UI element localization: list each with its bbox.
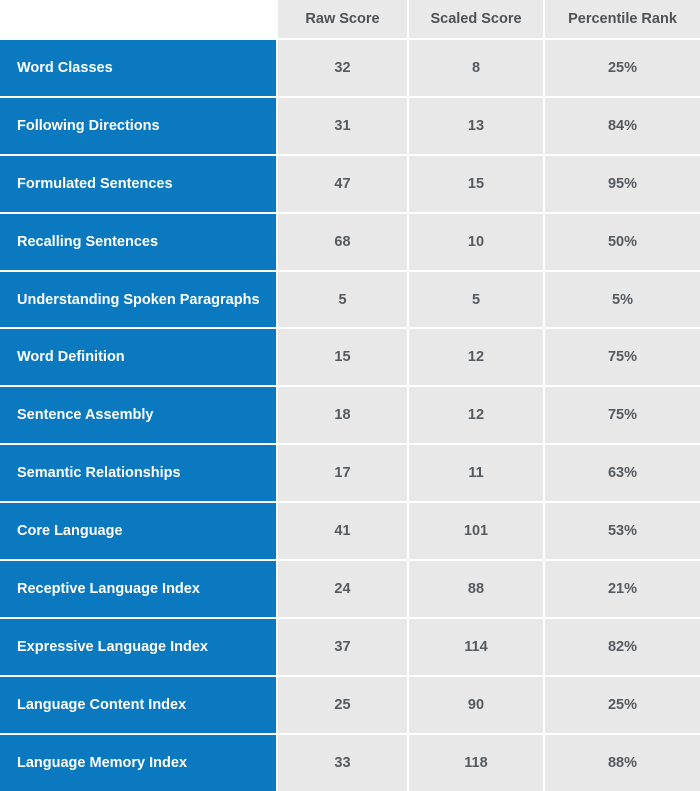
table-row: Word Definition 15 12 75%	[0, 327, 700, 386]
table-row: Semantic Relationships 17 11 63%	[0, 443, 700, 502]
row-label: Core Language	[0, 501, 276, 560]
table-row: Recalling Sentences 68 10 50%	[0, 211, 700, 270]
row-label: Language Content Index	[0, 674, 276, 733]
header-raw-score: Raw Score	[276, 0, 407, 38]
header-percentile-rank: Percentile Rank	[543, 0, 700, 38]
percentile-rank-cell: 75%	[543, 327, 700, 386]
row-label: Recalling Sentences	[0, 211, 276, 270]
raw-score-cell: 15	[276, 327, 407, 386]
raw-score-cell: 41	[276, 501, 407, 560]
raw-score-cell: 31	[276, 95, 407, 154]
scaled-score-cell: 15	[407, 153, 543, 212]
row-label: Receptive Language Index	[0, 559, 276, 617]
row-label: Understanding Spoken Paragraphs	[0, 269, 276, 328]
percentile-rank-cell: 84%	[543, 95, 700, 154]
raw-score-cell: 18	[276, 385, 407, 444]
percentile-rank-cell: 25%	[543, 674, 700, 733]
scaled-score-cell: 88	[407, 559, 543, 617]
table-row: Receptive Language Index 24 88 21%	[0, 559, 700, 617]
raw-score-cell: 37	[276, 616, 407, 675]
percentile-rank-cell: 50%	[543, 211, 700, 270]
row-label: Sentence Assembly	[0, 385, 276, 444]
header-empty-cell	[0, 0, 276, 38]
scaled-score-cell: 90	[407, 674, 543, 733]
scaled-score-cell: 8	[407, 38, 543, 96]
table-row: Language Content Index 25 90 25%	[0, 674, 700, 733]
table-row: Understanding Spoken Paragraphs 5 5 5%	[0, 269, 700, 328]
row-label: Expressive Language Index	[0, 616, 276, 675]
row-label: Following Directions	[0, 95, 276, 154]
percentile-rank-cell: 53%	[543, 501, 700, 560]
scaled-score-cell: 12	[407, 327, 543, 386]
scaled-score-cell: 118	[407, 732, 543, 791]
row-label: Semantic Relationships	[0, 443, 276, 502]
table-row: Word Classes 32 8 25%	[0, 38, 700, 96]
row-label: Word Definition	[0, 327, 276, 386]
table-row: Core Language 41 101 53%	[0, 501, 700, 560]
percentile-rank-cell: 95%	[543, 153, 700, 212]
scaled-score-cell: 101	[407, 501, 543, 560]
row-label: Word Classes	[0, 38, 276, 96]
scaled-score-cell: 10	[407, 211, 543, 270]
scaled-score-cell: 5	[407, 269, 543, 328]
percentile-rank-cell: 88%	[543, 732, 700, 791]
scaled-score-cell: 114	[407, 616, 543, 675]
scaled-score-cell: 11	[407, 443, 543, 502]
percentile-rank-cell: 5%	[543, 269, 700, 328]
percentile-rank-cell: 21%	[543, 559, 700, 617]
raw-score-cell: 25	[276, 674, 407, 733]
raw-score-cell: 47	[276, 153, 407, 212]
raw-score-cell: 33	[276, 732, 407, 791]
raw-score-cell: 5	[276, 269, 407, 328]
row-label: Language Memory Index	[0, 732, 276, 791]
raw-score-cell: 24	[276, 559, 407, 617]
table-row: Expressive Language Index 37 114 82%	[0, 616, 700, 675]
percentile-rank-cell: 63%	[543, 443, 700, 502]
table-header-row: Raw Score Scaled Score Percentile Rank	[0, 0, 700, 38]
raw-score-cell: 17	[276, 443, 407, 502]
scaled-score-cell: 12	[407, 385, 543, 444]
table-row: Language Memory Index 33 118 88%	[0, 732, 700, 791]
header-scaled-score: Scaled Score	[407, 0, 543, 38]
percentile-rank-cell: 25%	[543, 38, 700, 96]
raw-score-cell: 32	[276, 38, 407, 96]
table-row: Following Directions 31 13 84%	[0, 95, 700, 154]
table-row: Sentence Assembly 18 12 75%	[0, 385, 700, 444]
raw-score-cell: 68	[276, 211, 407, 270]
percentile-rank-cell: 82%	[543, 616, 700, 675]
percentile-rank-cell: 75%	[543, 385, 700, 444]
table-row: Formulated Sentences 47 15 95%	[0, 153, 700, 212]
scaled-score-cell: 13	[407, 95, 543, 154]
row-label: Formulated Sentences	[0, 153, 276, 212]
